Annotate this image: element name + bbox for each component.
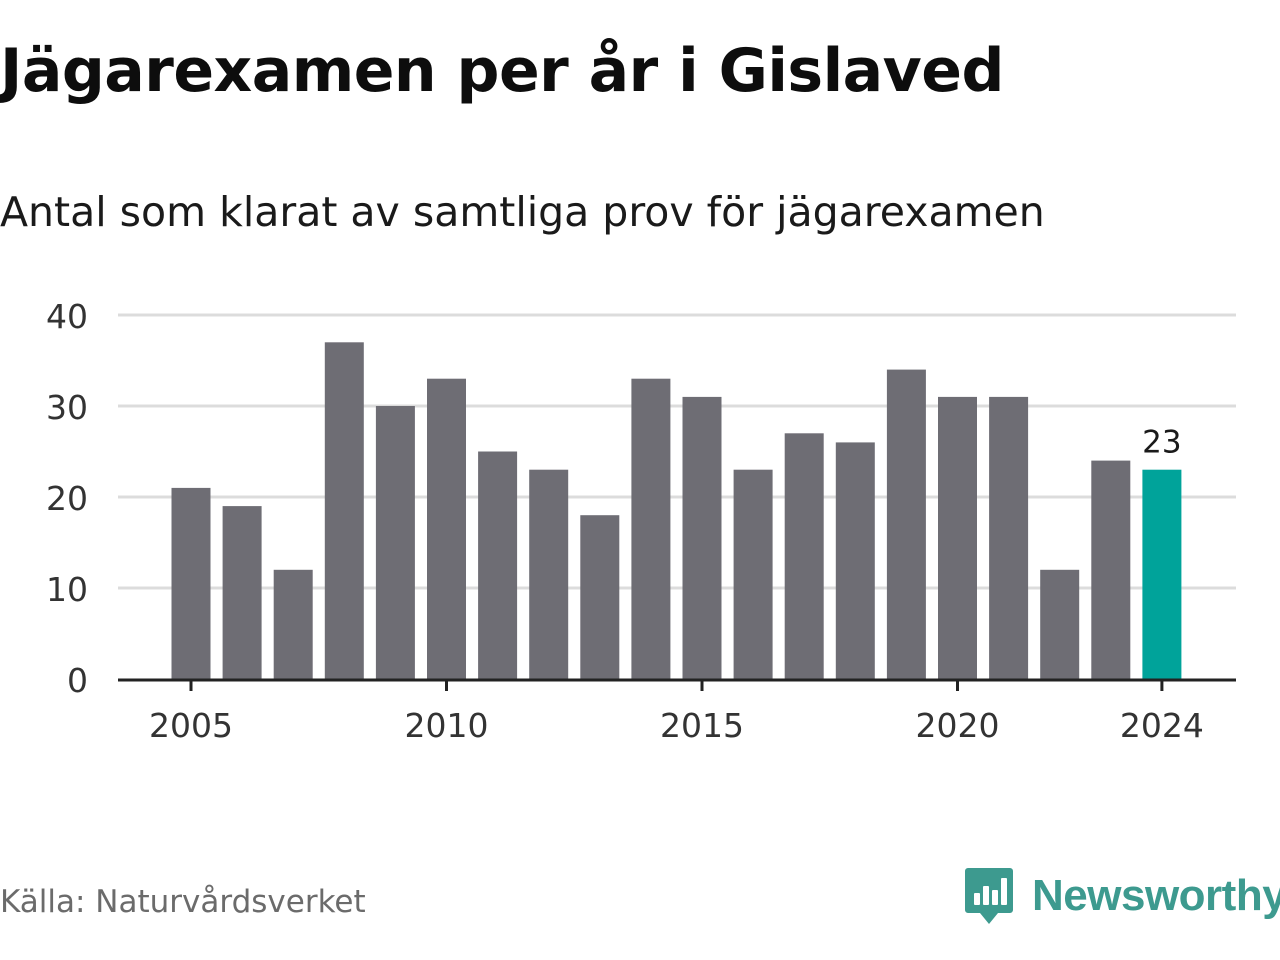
bars: 23: [171, 342, 1182, 679]
y-tick-label-30: 30: [46, 388, 88, 427]
brand-name: Newsworthy: [1032, 871, 1280, 920]
bar-2024: [1142, 469, 1182, 679]
bar-2007: [273, 569, 313, 679]
newsworthy-logo-icon: [965, 868, 1013, 924]
chart-title: Jägarexamen per år i Gislaved: [0, 36, 1004, 106]
brand-logo[interactable]: Newsworthy: [964, 866, 1280, 926]
x-tick-label-2020: 2020: [916, 706, 1000, 745]
bar-2012: [529, 469, 569, 679]
y-tick-label-20: 20: [46, 479, 88, 518]
chart-subtitle: Antal som klarat av samtliga prov för jä…: [0, 188, 1045, 236]
bar-2018: [835, 442, 875, 679]
y-tick-label-10: 10: [46, 570, 88, 609]
bar-2011: [478, 451, 518, 679]
y-tick-label-0: 0: [67, 661, 88, 700]
y-tick-label-40: 40: [46, 297, 88, 336]
axes: 0 10 20 30 40 2005 2010 2015 2020 2024: [46, 297, 1236, 745]
bar-2013: [580, 515, 620, 679]
source-credit: Källa: Naturvårdsverket: [0, 884, 366, 920]
x-tick-label-2010: 2010: [405, 706, 489, 745]
bar-2015: [682, 396, 722, 679]
bar-2014: [631, 378, 671, 679]
bar-2010: [427, 378, 466, 679]
bar-2021: [989, 396, 1029, 679]
bar-2009: [375, 406, 415, 679]
bar-2019: [886, 369, 926, 679]
bar-2006: [222, 506, 262, 679]
x-tick-label-2024: 2024: [1120, 706, 1204, 745]
bar-2020: [938, 396, 977, 679]
data-label-2024: 23: [1142, 425, 1181, 461]
bar-2017: [784, 433, 824, 679]
bar-2008: [324, 342, 364, 679]
bar-2005: [171, 487, 211, 679]
bar-2016: [733, 469, 773, 679]
x-tick-label-2005: 2005: [149, 706, 233, 745]
x-tick-label-2015: 2015: [660, 706, 744, 745]
bar-2022: [1040, 569, 1080, 679]
grid-lines: [118, 313, 1236, 590]
bar-2023: [1091, 460, 1131, 679]
